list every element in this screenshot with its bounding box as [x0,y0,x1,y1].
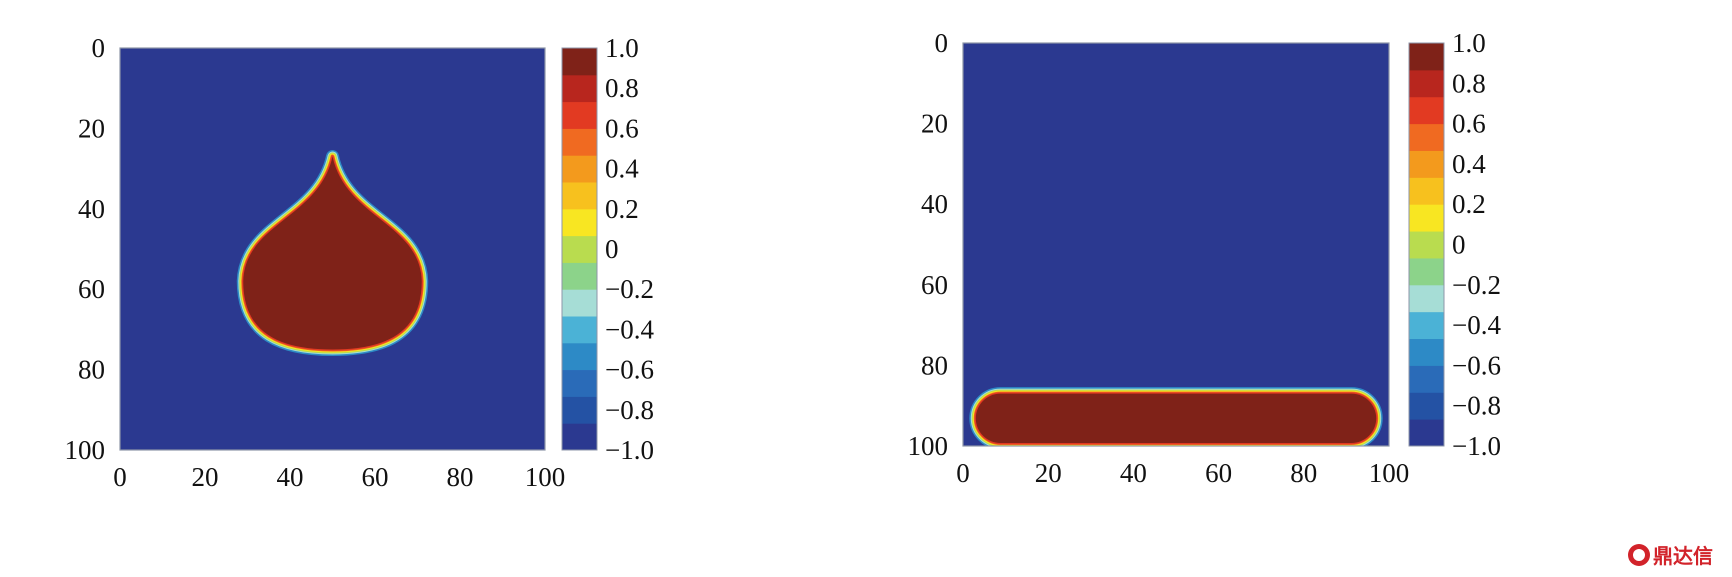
colorbar-tick-label: 0 [1452,230,1466,260]
phase-region [975,393,1377,443]
x-tick-label: 0 [956,458,970,488]
colorbar-band [562,342,597,371]
y-tick-label: 60 [78,274,105,304]
colorbar-band [562,182,597,210]
x-tick-label: 40 [1120,458,1147,488]
colorbar-tick-label: −0.4 [605,314,654,344]
colorbar-band [1409,177,1444,205]
x-tick-label: 20 [1035,458,1062,488]
colorbar-band [1409,338,1444,366]
colorbar-band [1409,311,1444,340]
y-tick-label: 100 [908,431,949,461]
y-tick-label: 20 [78,113,105,143]
colorbar-band [562,423,597,451]
colorbar-tick-label: 0.8 [605,73,639,103]
colorbar-tick-label: 0.6 [1452,109,1486,139]
colorbar-band [1409,43,1444,71]
colorbar-band [1409,69,1444,98]
colorbar-band [1409,204,1444,232]
heatmap-field [969,387,1383,446]
y-tick-label: 0 [935,28,949,58]
y-tick-label: 80 [921,350,948,380]
heatmap-background [963,43,1389,446]
colorbar-tick-label: 0.4 [605,154,639,184]
colorbar-band [562,128,597,156]
heatmap-panel-left: 0 20 40 60 80 1000204060801001.00.80.60.40.20… [65,33,655,492]
colorbar-band [1409,96,1444,125]
colorbar-band [1409,365,1444,393]
x-tick-label: 60 [362,462,389,492]
colorbar-band [562,208,597,237]
colorbar-band [1409,257,1444,286]
x-tick-label: 60 [1205,458,1232,488]
y-tick-label: 40 [921,189,948,219]
heatmap-panel-right: 0 20 40 60 80 1000204060801001.00.80.60.40.20… [908,28,1502,488]
colorbar-frame [1408,42,1445,447]
colorbar-tick-label: −0.2 [605,274,654,304]
watermark-text: 鼎达信 [1653,544,1713,568]
watermark-logo-icon [1628,543,1650,566]
colorbar-band [1409,392,1444,420]
colorbar-tick-label: 0 [605,234,619,264]
x-tick-label: 100 [1369,458,1410,488]
colorbar-tick-label: 1.0 [1452,28,1486,58]
y-tick-label: 60 [921,270,948,300]
colorbar-tick-label: −0.6 [605,355,654,385]
colorbar-tick-label: 0.8 [1452,68,1486,98]
phase-region [243,156,422,350]
y-tick-label: 40 [78,194,105,224]
y-tick-label: 20 [921,109,948,139]
colorbar-band [562,155,597,183]
colorbar-tick-label: −0.6 [1452,350,1501,380]
heatmap-field [236,150,429,356]
colorbar-band [1409,150,1444,178]
colorbar-tick-label: −0.8 [605,395,654,425]
colorbar-band [562,101,597,129]
colorbar-band [562,316,597,344]
colorbar-band [1409,284,1444,313]
x-tick-label: 40 [277,462,304,492]
x-tick-label: 20 [192,462,219,492]
colorbar-tick-label: 0.4 [1452,149,1486,179]
colorbar-tick-label: −0.8 [1452,391,1501,421]
colorbar-band [1409,419,1444,447]
colorbar-tick-label: 0.6 [605,113,639,143]
colorbar-band [562,262,597,290]
colorbar-band [562,48,597,76]
plot-frame [962,42,1390,447]
x-tick-label: 80 [1290,458,1317,488]
colorbar-frame [561,47,598,451]
y-tick-label: 80 [78,355,105,385]
x-tick-label: 80 [447,462,474,492]
colorbar-band [562,235,597,263]
colorbar-band [562,289,597,317]
colorbar-tick-label: 0.2 [1452,189,1486,219]
x-tick-label: 100 [525,462,566,492]
colorbar-tick-label: 0.2 [605,194,639,224]
colorbar-band [1409,231,1444,259]
colorbar-tick-label: 1.0 [605,33,639,63]
watermark: 鼎达信 [1628,540,1713,569]
y-tick-label: 0 [92,33,106,63]
plot-frame [119,47,546,451]
colorbar-band [562,396,597,424]
x-tick-label: 0 [113,462,127,492]
colorbar-tick-label: −1.0 [605,435,654,465]
colorbar-tick-label: −0.2 [1452,270,1501,300]
colorbar-tick-label: −0.4 [1452,310,1501,340]
colorbar-tick-label: −1.0 [1452,431,1501,461]
colorbar-band [562,369,597,397]
y-tick-label: 100 [65,435,106,465]
colorbar-band [562,74,597,103]
colorbar-band [1409,123,1444,151]
